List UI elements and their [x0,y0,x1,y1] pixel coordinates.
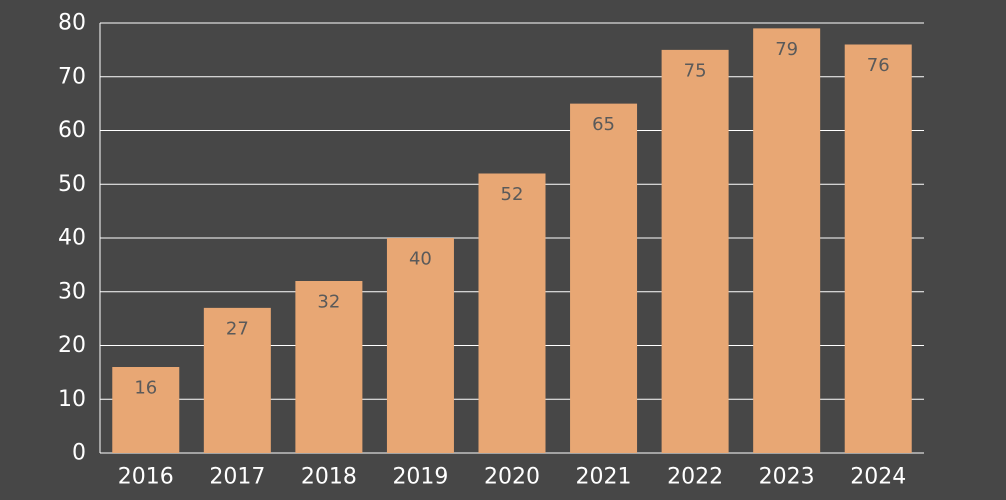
x-tick-label: 2020 [484,465,540,490]
bar-2017 [203,307,271,453]
bar-value-label: 16 [134,378,157,399]
y-tick-label: 70 [58,64,86,89]
y-tick-label: 30 [58,279,86,304]
bar-2023 [753,28,821,453]
bar-value-label: 75 [684,60,707,81]
x-axis: 2016 2017 2018 2019 2020 2021 2022 2023 2024 [118,465,906,490]
bar-value-label: 52 [501,184,524,205]
bar-value-label: 32 [317,292,340,313]
bar-2018 [295,281,363,453]
x-tick-label: 2022 [667,465,723,490]
bar-2020 [478,173,546,453]
y-tick-label: 60 [58,118,86,143]
x-tick-label: 2024 [850,465,906,490]
bar-2021 [570,103,638,453]
bar-value-label: 65 [592,114,615,135]
bar-2024 [844,44,912,453]
y-tick-label: 0 [72,441,86,466]
bar-value-label: 40 [409,249,432,270]
y-tick-label: 20 [58,333,86,358]
y-tick-label: 80 [58,11,86,36]
bar-value-label: 79 [775,39,798,60]
x-tick-label: 2017 [209,465,265,490]
bar-2019 [386,238,454,453]
y-tick-label: 50 [58,172,86,197]
y-tick-label: 40 [58,226,86,251]
bar-value-label: 27 [226,318,249,339]
x-tick-label: 2021 [576,465,632,490]
x-tick-label: 2023 [759,465,815,490]
x-tick-label: 2016 [118,465,174,490]
y-tick-label: 10 [58,387,86,412]
bars: 16 27 32 40 52 65 75 79 76 [112,28,912,453]
bar-2022 [661,49,729,453]
bar-value-label: 76 [867,55,890,76]
x-tick-label: 2018 [301,465,357,490]
x-tick-label: 2019 [392,465,448,490]
y-axis: 0 10 20 30 40 50 60 70 80 [58,11,86,466]
bar-2016 [112,367,180,453]
